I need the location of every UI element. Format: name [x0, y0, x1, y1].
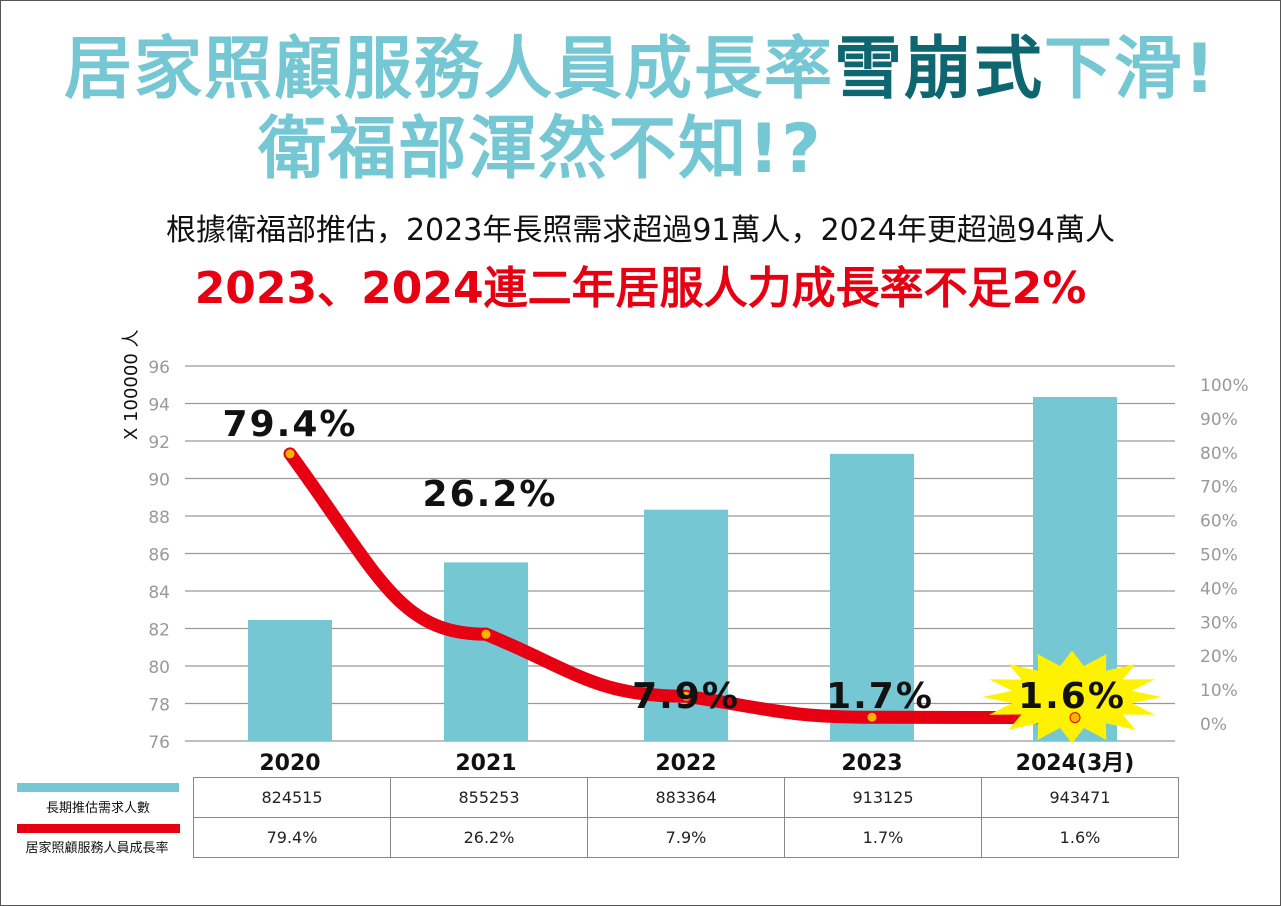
bar: [830, 453, 914, 741]
legend-line-swatch: [17, 824, 180, 833]
table-cell: 7.9%: [587, 817, 785, 858]
y-tick-label: 88: [148, 508, 170, 528]
x-tick-label: 2021: [455, 751, 516, 776]
y2-tick-label: 80%: [1200, 444, 1238, 464]
legend-bar: 長期推估需求人數: [17, 783, 179, 816]
line-point: [284, 448, 296, 460]
y-tick-label: 78: [148, 696, 170, 716]
table-row-demand: 824515 855253 883364 913125 943471: [193, 777, 1179, 818]
y-tick-label: 92: [148, 433, 170, 453]
x-tick-label: 2020: [259, 751, 320, 776]
y-axis-label: X 100000 人: [121, 330, 142, 441]
y2-tick-label: 0%: [1200, 715, 1227, 735]
data-label: 79.4%: [223, 404, 358, 445]
legend-bar-label: 長期推估需求人數: [45, 801, 150, 816]
y-tick-label: 96: [148, 358, 170, 378]
x-tick-label: 2022: [655, 751, 716, 776]
table-cell: 79.4%: [193, 817, 391, 858]
y-tick-label: 82: [148, 621, 170, 641]
data-label: 26.2%: [423, 474, 558, 515]
legend-bar-swatch: [17, 783, 179, 792]
line-point: [480, 628, 492, 640]
y-tick-label: 90: [148, 471, 170, 491]
highlight-starburst: [982, 650, 1162, 744]
table-cell: 943471: [981, 777, 1179, 818]
data-label: 7.9%: [632, 676, 740, 717]
title-line1: 居家照顧服務人員成長率雪崩式下滑!: [0, 30, 1281, 110]
y2-tick-label: 40%: [1200, 579, 1238, 599]
title-part: 居家照顧服務人員成長率: [63, 30, 834, 109]
y2-tick-label: 50%: [1200, 546, 1238, 566]
legend-line-label: 居家照顧服務人員成長率: [25, 841, 169, 856]
title-line2: 衛福部渾然不知!?: [258, 110, 823, 189]
x-tick-label: 2023: [841, 751, 902, 776]
data-table: 824515 855253 883364 913125 943471 79.4%…: [193, 777, 1179, 858]
y-tick-label: 86: [148, 546, 170, 566]
table-row-growth: 79.4% 26.2% 7.9% 1.7% 1.6%: [193, 817, 1179, 858]
data-label: 1.7%: [826, 676, 934, 717]
line-point: [866, 711, 878, 723]
y2-tick-label: 10%: [1200, 681, 1238, 701]
growth-line: [283, 447, 1082, 725]
table-cell: 26.2%: [390, 817, 588, 858]
data-label: 1.6%: [1018, 676, 1126, 717]
y2-tick-label: 20%: [1200, 647, 1238, 667]
y2-tick-label: 100%: [1200, 376, 1249, 396]
line-point: [1069, 712, 1081, 724]
title-accent: 雪崩式: [833, 30, 1044, 109]
legend-line: 居家照顧服務人員成長率: [14, 824, 180, 856]
y-tick-label: 80: [148, 658, 170, 678]
y-tick-label: 84: [148, 583, 170, 603]
y-tick-label: 76: [148, 733, 170, 753]
table-cell: 1.7%: [784, 817, 982, 858]
bar: [248, 620, 332, 741]
y2-tick-label: 90%: [1200, 410, 1238, 430]
table-cell: 824515: [193, 777, 391, 818]
headline: 2023、2024連二年居服人力成長率不足2%: [194, 263, 1087, 314]
y2-tick-label: 60%: [1200, 512, 1238, 532]
y2-tick-label: 70%: [1200, 478, 1238, 498]
title-part: 下滑!: [1044, 30, 1218, 109]
x-tick-label: 2024(3月): [1016, 751, 1135, 776]
table-cell: 883364: [587, 777, 785, 818]
table-cell: 913125: [784, 777, 982, 818]
line-point: [680, 690, 692, 702]
y-tick-label: 94: [148, 396, 170, 416]
table-cell: 855253: [390, 777, 588, 818]
subtitle: 根據衛福部推估，2023年長照需求超過91萬人，2024年更超過94萬人: [165, 213, 1116, 248]
y2-tick-label: 30%: [1200, 613, 1238, 633]
table-cell: 1.6%: [981, 817, 1179, 858]
